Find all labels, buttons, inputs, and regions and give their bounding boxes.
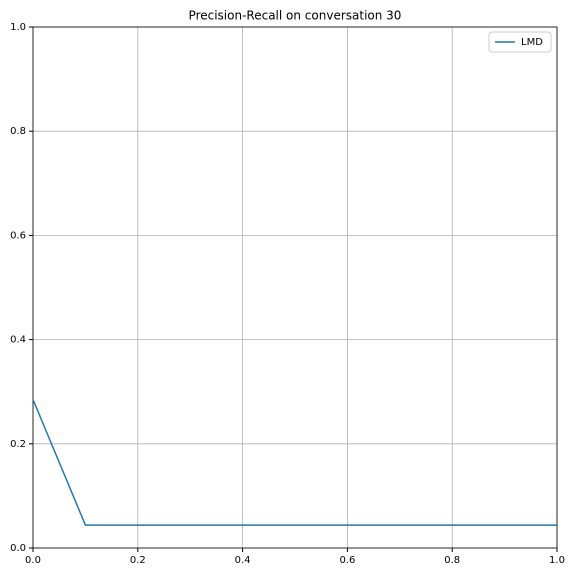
- x-tick-label: 0.0: [25, 555, 41, 566]
- y-tick-label: 0.0: [10, 543, 26, 554]
- data-line: [32, 399, 557, 526]
- y-tick-label: 0.6: [10, 230, 26, 241]
- x-tick-label: 0.2: [130, 555, 146, 566]
- legend: LMD: [488, 31, 552, 53]
- x-tick-label: 1.0: [549, 555, 565, 566]
- x-tick-label: 0.6: [339, 555, 355, 566]
- legend-label: LMD: [521, 37, 543, 48]
- y-tick-label: 0.4: [10, 335, 26, 346]
- y-tick-label: 1.0: [10, 22, 26, 33]
- legend-box: [488, 31, 552, 53]
- x-tick-label: 0.4: [235, 555, 251, 566]
- y-tick-label: 0.2: [10, 439, 26, 450]
- plot-frame: [32, 26, 558, 549]
- x-tick-label: 0.8: [444, 555, 460, 566]
- chart-title: Precision-Recall on conversation 30: [189, 9, 402, 23]
- y-tick-label: 0.8: [10, 126, 26, 137]
